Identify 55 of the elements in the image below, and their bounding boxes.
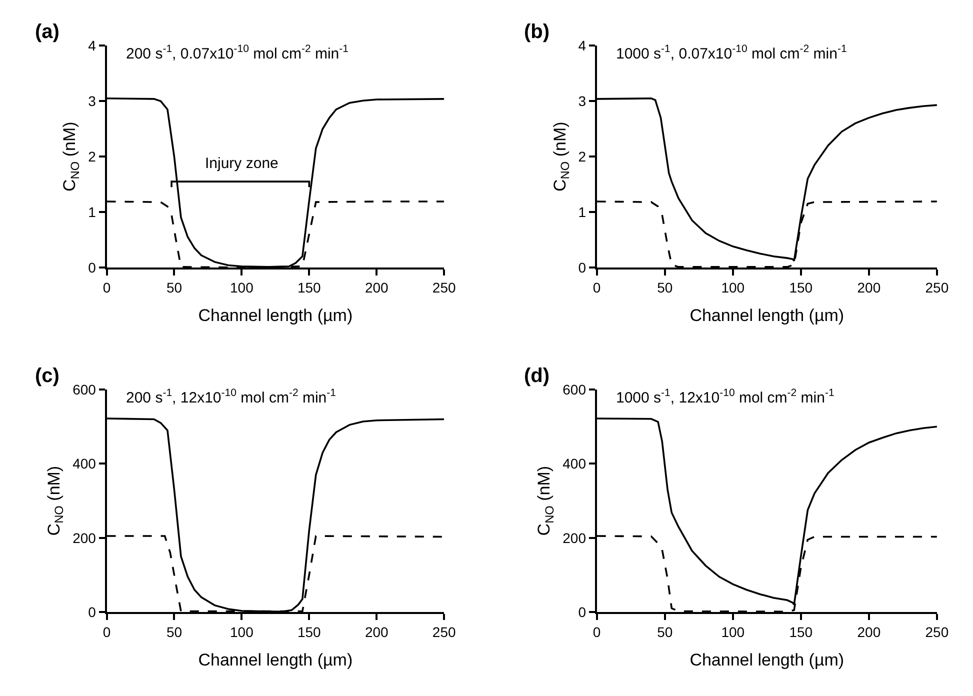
x-tick-label: 0 [592, 279, 601, 296]
chart-title: (c) [35, 365, 60, 387]
y-tick-label: 600 [72, 381, 96, 398]
y-tick-label: 400 [72, 456, 96, 472]
y-tick-label: 2 [88, 148, 96, 164]
y-tick-label: 0 [578, 604, 586, 620]
y-tick-label: 1 [578, 204, 586, 220]
y-tick-label: 2 [578, 148, 586, 164]
x-tick-label: 200 [857, 279, 881, 296]
x-axis-title: Channel length (µm) [198, 306, 353, 326]
y-tick-label: 200 [562, 530, 586, 546]
x-tick-label: 150 [789, 279, 813, 296]
x-tick-label: 0 [102, 624, 111, 640]
chart-title: (b) [524, 21, 550, 43]
x-tick-label: 250 [925, 624, 949, 640]
y-tick-label: 0 [88, 604, 96, 620]
x-axis-title: Channel length (µm) [690, 650, 844, 670]
x-tick-label: 50 [166, 624, 182, 640]
chart-title: (a) [35, 21, 60, 43]
x-tick-label: 150 [297, 279, 322, 296]
chart-subtitle: 200 s$^{-1}$, 12x10$^{-10}$ mol cm$^{-2}$ min$^{-1}$ [126, 387, 336, 406]
x-tick-label: 150 [789, 624, 813, 640]
chart-title: (d) [524, 365, 550, 387]
x-tick-label: 0 [102, 279, 111, 296]
x-axis-title: Channel length (µm) [690, 306, 844, 326]
x-tick-label: 100 [230, 624, 254, 640]
annotation: Injury zone [205, 155, 278, 172]
x-tick-label: 50 [657, 624, 673, 640]
x-tick-label: 200 [364, 279, 389, 296]
y-tick-label: 1 [88, 204, 96, 220]
x-tick-label: 0 [592, 624, 601, 640]
x-tick-label: 100 [721, 279, 745, 296]
chart-subtitle: 1000 s$^{-1}$, 0.07x10$^{-10}$ mol cm$^{-2}$ min$^{-1}$ [616, 43, 847, 62]
x-tick-label: 50 [166, 279, 182, 296]
y-tick-label: 0 [88, 259, 96, 276]
x-tick-label: 250 [432, 624, 456, 640]
chart-subtitle: 200 s$^{-1}$, 0.07x10$^{-10}$ mol cm$^{-2}$ min$^{-1}$ [126, 43, 349, 62]
x-tick-label: 200 [857, 624, 881, 640]
y-tick-label: 0 [578, 259, 586, 276]
x-tick-label: 100 [230, 279, 254, 296]
y-tick-label: 200 [72, 530, 96, 546]
x-tick-label: 250 [925, 279, 949, 296]
x-tick-label: 100 [721, 624, 745, 640]
y-tick-label: 4 [578, 38, 586, 54]
x-tick-label: 150 [297, 624, 322, 640]
x-tick-label: 50 [657, 279, 673, 296]
y-tick-label: 4 [88, 38, 96, 54]
y-tick-label: 600 [562, 381, 586, 398]
chart-subtitle: 1000 s$^{-1}$, 12x10$^{-10}$ mol cm$^{-2}$ min$^{-1}$ [616, 387, 834, 406]
y-tick-label: 3 [578, 93, 586, 110]
y-tick-label: 400 [562, 456, 586, 472]
x-axis-title: Channel length (µm) [198, 650, 353, 670]
y-tick-label: 3 [88, 93, 96, 110]
x-tick-label: 250 [432, 279, 456, 296]
x-tick-label: 200 [364, 624, 389, 640]
